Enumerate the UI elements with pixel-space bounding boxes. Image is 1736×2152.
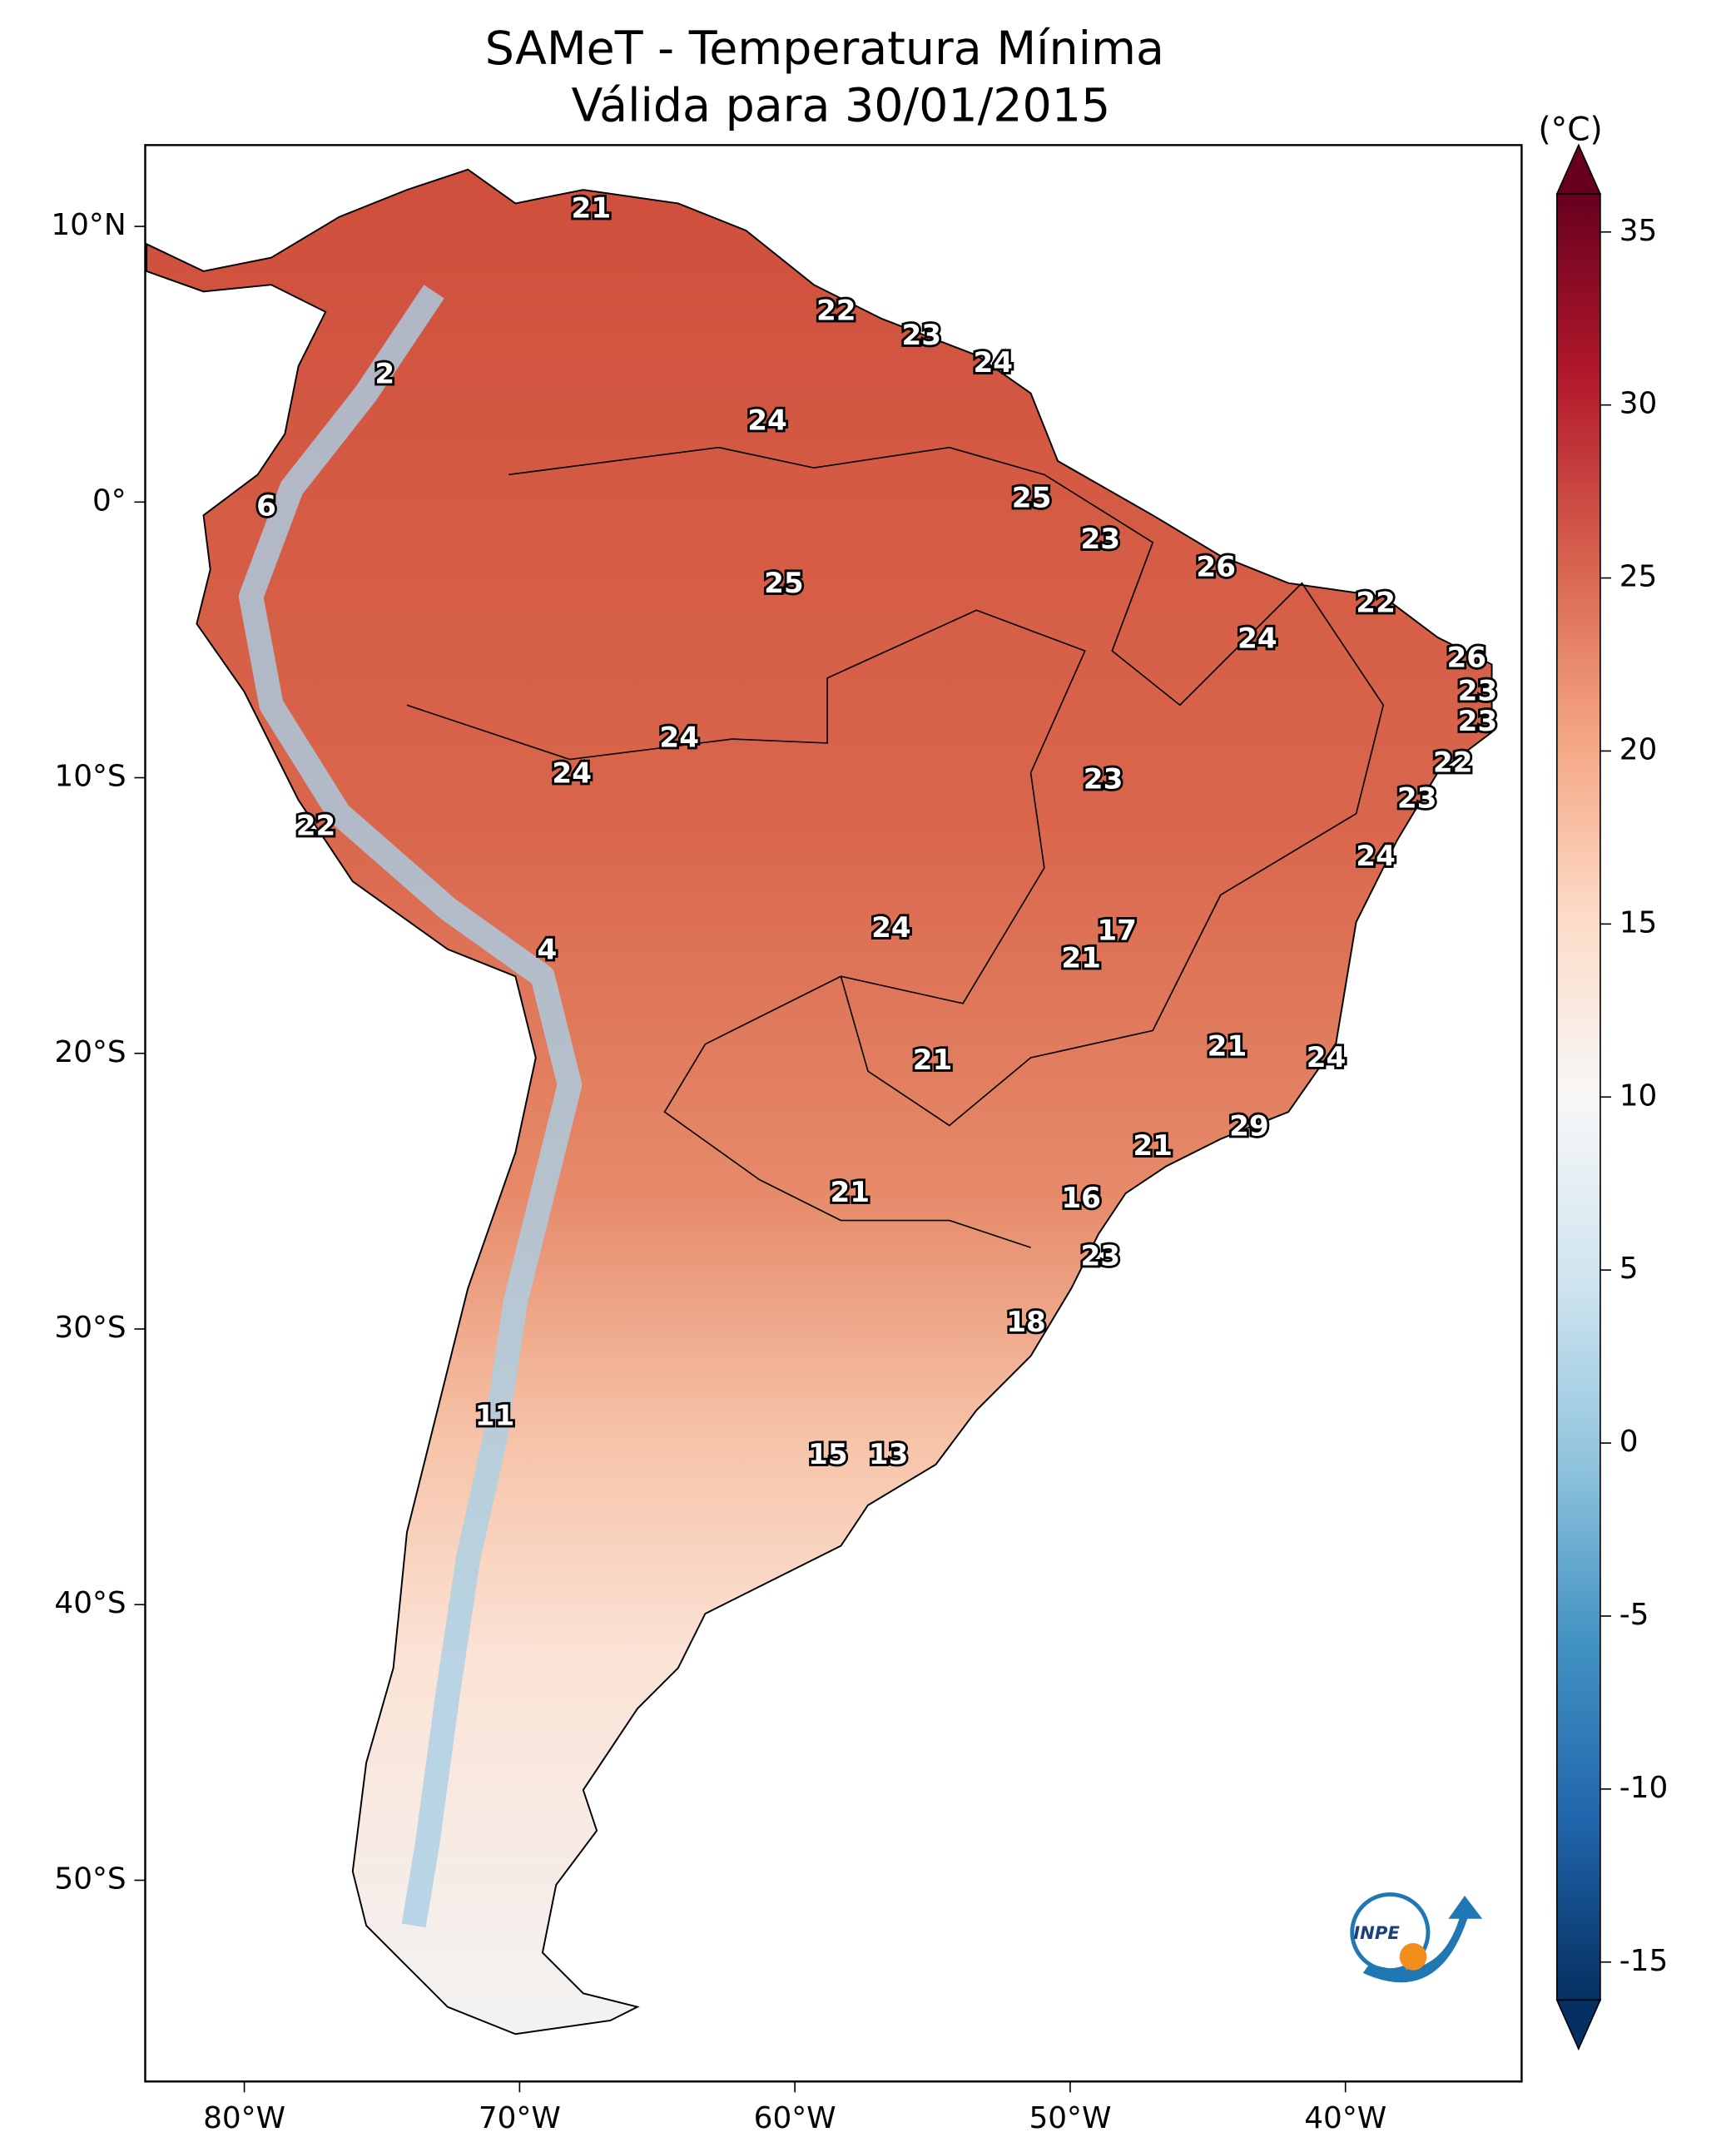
y-tick-label: 40°S bbox=[54, 1586, 126, 1620]
y-tick-label: 20°S bbox=[54, 1035, 126, 1069]
station-value: 24 bbox=[747, 404, 787, 438]
station-value: 24 bbox=[1356, 840, 1396, 873]
y-tick-label: 0° bbox=[92, 483, 126, 518]
colorbar-tick-label: 0 bbox=[1619, 1425, 1639, 1459]
colorbar-tick-label: 20 bbox=[1619, 732, 1658, 766]
colorbar-tick-label: 30 bbox=[1619, 387, 1658, 421]
station-value: 16 bbox=[1061, 1182, 1101, 1215]
colorbar-extend bbox=[1555, 143, 1602, 195]
station-value: 21 bbox=[830, 1176, 870, 1209]
station-value: 23 bbox=[901, 319, 941, 352]
station-value: 21 bbox=[913, 1044, 953, 1077]
map-area bbox=[146, 168, 1493, 2035]
x-tick-label: 40°W bbox=[1304, 2101, 1386, 2135]
station-value: 24 bbox=[552, 757, 592, 791]
station-value: 23 bbox=[1458, 705, 1498, 738]
y-tick-label: 50°S bbox=[54, 1862, 126, 1896]
station-value: 26 bbox=[1196, 550, 1236, 583]
station-value: 25 bbox=[764, 567, 804, 600]
map-frame bbox=[144, 144, 1523, 2083]
chart-subtitle: Válida para 30/01/2015 bbox=[572, 79, 1111, 132]
station-value: 17 bbox=[1097, 915, 1137, 948]
y-tick-label: 30°S bbox=[54, 1311, 126, 1345]
x-tick-label: 80°W bbox=[203, 2101, 285, 2135]
station-value: 21 bbox=[1061, 942, 1101, 975]
y-tick-label: 10°N bbox=[51, 208, 126, 242]
station-value: 24 bbox=[973, 346, 1013, 379]
station-value: 26 bbox=[1446, 642, 1486, 675]
colorbar-tick-label: 25 bbox=[1619, 560, 1658, 594]
colorbar-label: (°C) bbox=[1538, 112, 1602, 149]
station-value: 23 bbox=[1084, 762, 1123, 796]
x-tick-label: 70°W bbox=[479, 2101, 561, 2135]
colorbar bbox=[1555, 193, 1601, 2001]
station-value: 24 bbox=[871, 911, 911, 945]
colorbar-tick-label: 10 bbox=[1619, 1078, 1658, 1113]
station-value: 24 bbox=[1238, 622, 1277, 655]
colorbar-tick-label: -10 bbox=[1619, 1771, 1669, 1805]
station-value: 24 bbox=[1307, 1041, 1347, 1074]
station-value: 24 bbox=[659, 721, 699, 755]
station-value: 22 bbox=[1356, 586, 1396, 619]
y-tick-label: 10°S bbox=[54, 760, 126, 794]
station-value: 23 bbox=[1458, 674, 1498, 707]
colorbar-tick-label: 15 bbox=[1619, 905, 1658, 940]
station-value: 23 bbox=[1081, 523, 1121, 556]
x-tick-label: 50°W bbox=[1029, 2101, 1111, 2135]
andes bbox=[238, 285, 583, 1928]
logo: INPE bbox=[1350, 1892, 1483, 1983]
station-value: 6 bbox=[256, 489, 276, 523]
station-value: 23 bbox=[1397, 782, 1437, 816]
colorbar-tick-label: 35 bbox=[1619, 214, 1658, 248]
station-value: 21 bbox=[1133, 1129, 1173, 1163]
colorbar-tick-label: -5 bbox=[1619, 1598, 1649, 1632]
station-value: 25 bbox=[1012, 481, 1052, 514]
chart-title: SAMeT - Temperatura Mínima bbox=[485, 22, 1164, 76]
station-value: 15 bbox=[808, 1438, 848, 1471]
x-tick-label: 60°W bbox=[754, 2101, 836, 2135]
station-value: 22 bbox=[296, 810, 336, 843]
station-value: 23 bbox=[1081, 1239, 1121, 1272]
colorbar-extend bbox=[1555, 1999, 1602, 2051]
station-value: 29 bbox=[1229, 1110, 1269, 1143]
station-value: 22 bbox=[816, 294, 856, 327]
station-value: 21 bbox=[1208, 1030, 1247, 1064]
borders bbox=[508, 446, 1385, 1127]
station-value: 18 bbox=[1006, 1306, 1046, 1339]
station-value: 21 bbox=[572, 192, 612, 226]
land bbox=[146, 168, 1493, 2035]
colorbar-tick-label: -15 bbox=[1619, 1944, 1669, 1978]
logo-text: INPE bbox=[1353, 1922, 1400, 1943]
station-value: 2 bbox=[374, 357, 394, 390]
station-value: 11 bbox=[475, 1399, 515, 1432]
station-value: 22 bbox=[1433, 746, 1473, 779]
borders bbox=[406, 609, 1086, 1248]
station-value: 4 bbox=[538, 934, 558, 967]
station-value: 13 bbox=[869, 1438, 909, 1471]
colorbar-tick-label: 5 bbox=[1619, 1252, 1639, 1286]
